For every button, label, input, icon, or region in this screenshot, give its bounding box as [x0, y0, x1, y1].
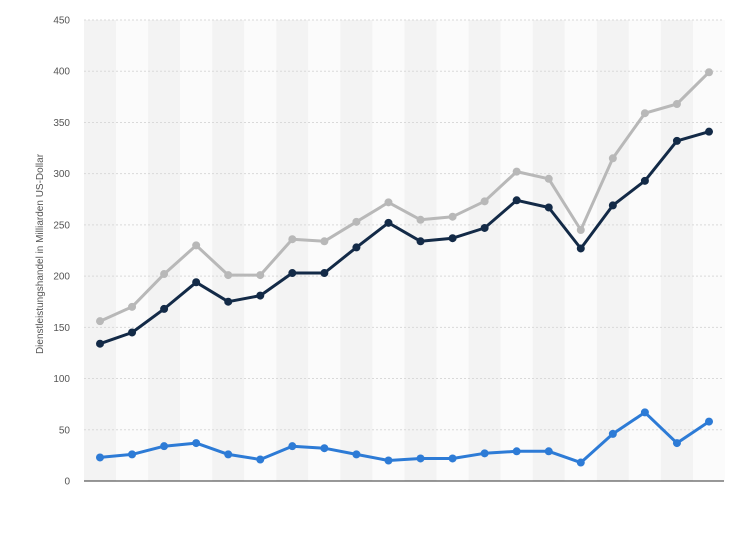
- data-point: [544, 174, 553, 183]
- data-point: [512, 447, 521, 456]
- data-point: [416, 237, 425, 246]
- data-point: [576, 226, 585, 235]
- data-point: [192, 439, 201, 448]
- data-point: [192, 241, 201, 250]
- plot-band: [83, 20, 117, 481]
- data-point: [672, 100, 681, 109]
- data-point: [416, 215, 425, 224]
- data-point: [448, 212, 457, 221]
- data-point: [128, 328, 137, 337]
- data-point: [672, 136, 681, 145]
- plot-band: [404, 20, 437, 481]
- plot-band: [532, 20, 565, 481]
- data-point: [608, 154, 617, 163]
- y-axis-label: Dienstleistungshandel in Milliarden US-D…: [35, 153, 46, 354]
- y-tick-label: 400: [53, 67, 70, 78]
- data-point: [352, 217, 361, 226]
- plot-band: [148, 20, 181, 481]
- data-point: [160, 442, 169, 451]
- data-point: [672, 439, 681, 448]
- plot-band: [308, 20, 341, 481]
- plot-band: [372, 20, 405, 481]
- y-tick-label: 450: [53, 16, 70, 27]
- y-tick-label: 100: [53, 374, 70, 385]
- y-tick-label: 300: [53, 169, 70, 180]
- plot-band: [596, 20, 629, 481]
- data-point: [352, 243, 361, 252]
- y-axis-ticks: 0 50 100 150 200 250 300 350 400 450: [53, 16, 70, 488]
- data-point: [224, 271, 233, 280]
- data-point: [608, 201, 617, 210]
- data-point: [96, 317, 104, 326]
- plot-band: [436, 20, 469, 481]
- data-point: [384, 218, 393, 227]
- data-point: [352, 450, 361, 459]
- y-tick-label: 50: [59, 425, 71, 436]
- data-point: [512, 196, 521, 205]
- data-point: [608, 429, 617, 438]
- data-point: [512, 167, 521, 176]
- data-point: [544, 447, 553, 456]
- data-point: [96, 453, 104, 462]
- data-point: [640, 408, 649, 417]
- plot-background-bands: [83, 20, 726, 481]
- data-point: [256, 271, 265, 280]
- data-point: [288, 269, 297, 278]
- data-point: [480, 449, 489, 458]
- data-point: [640, 176, 649, 185]
- plot-band: [212, 20, 245, 481]
- series-line: [98, 130, 711, 346]
- data-point: [320, 269, 329, 278]
- data-series: [96, 68, 713, 467]
- plot-band: [116, 20, 149, 481]
- y-tick-label: 350: [53, 118, 70, 129]
- plot-band: [500, 20, 533, 481]
- series-line: [98, 410, 711, 465]
- data-point: [224, 297, 233, 306]
- data-point: [544, 203, 553, 212]
- data-point: [288, 442, 297, 451]
- data-point: [96, 339, 104, 348]
- data-point: [480, 223, 489, 232]
- data-point: [128, 450, 137, 459]
- data-point: [160, 270, 169, 279]
- plot-band: [468, 20, 501, 481]
- series-line: [98, 70, 711, 323]
- data-point: [384, 198, 393, 207]
- data-point: [160, 304, 169, 313]
- plot-band: [180, 20, 213, 481]
- data-point: [320, 444, 329, 453]
- data-point: [448, 454, 457, 463]
- plot-band: [244, 20, 277, 481]
- data-point: [640, 109, 649, 118]
- data-point: [576, 244, 585, 253]
- data-point: [128, 302, 137, 311]
- data-point: [448, 234, 457, 243]
- data-point: [256, 291, 265, 300]
- data-point: [480, 197, 489, 206]
- data-point: [224, 450, 233, 459]
- plot-band: [660, 20, 693, 481]
- data-point: [416, 454, 425, 463]
- plot-band: [628, 20, 661, 481]
- data-point: [576, 458, 585, 467]
- data-point: [384, 456, 393, 465]
- y-tick-label: 200: [53, 272, 70, 283]
- y-tick-label: 250: [53, 220, 70, 231]
- plot-band: [692, 20, 726, 481]
- data-point: [705, 417, 713, 426]
- y-tick-label: 150: [53, 323, 70, 334]
- data-point: [256, 455, 265, 464]
- data-point: [192, 278, 201, 287]
- data-point: [705, 127, 713, 136]
- data-point: [288, 235, 297, 244]
- y-tick-label: 0: [64, 477, 70, 488]
- data-point: [705, 68, 713, 77]
- data-point: [320, 237, 329, 246]
